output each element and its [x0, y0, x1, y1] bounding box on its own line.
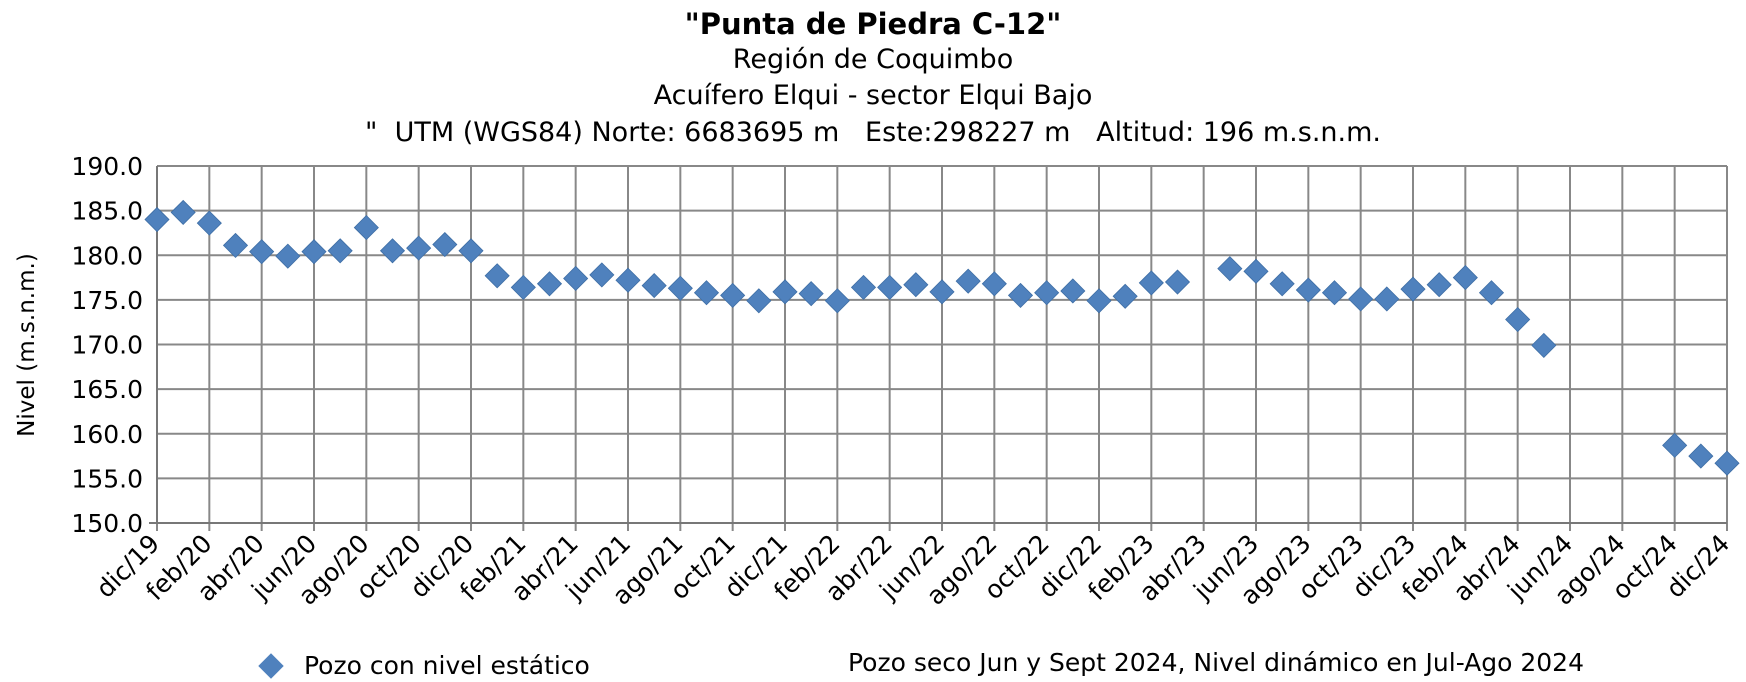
legend-diamond-icon — [258, 652, 284, 679]
data-point — [1243, 258, 1269, 284]
data-point — [275, 243, 301, 269]
data-point — [1060, 278, 1086, 304]
data-point — [1662, 432, 1688, 458]
data-point — [249, 239, 275, 265]
data-point — [1086, 288, 1112, 314]
data-point — [196, 210, 222, 236]
data-point — [693, 280, 720, 306]
data-points — [144, 199, 1740, 476]
data-point — [850, 274, 877, 300]
legend: Pozo con nivel estático — [258, 651, 590, 680]
grid-lines — [149, 165, 1728, 531]
data-point — [1478, 280, 1505, 306]
data-point — [746, 288, 772, 314]
y-tick-label: 170.0 — [71, 331, 143, 360]
data-point — [772, 279, 798, 305]
chart-title: "Punta de Piedra C-12" — [684, 7, 1062, 41]
data-point — [536, 271, 563, 297]
data-point — [1007, 282, 1034, 308]
data-point — [877, 274, 903, 300]
y-tick-label: 190.0 — [71, 152, 143, 181]
data-point — [222, 232, 249, 258]
data-point — [903, 272, 929, 298]
data-point — [1505, 306, 1531, 333]
data-point — [327, 238, 353, 264]
data-point — [379, 238, 406, 264]
y-tick-label: 160.0 — [71, 420, 143, 449]
y-tick-label: 165.0 — [71, 375, 143, 404]
data-point — [589, 262, 615, 288]
data-point — [406, 235, 432, 261]
data-point — [667, 275, 693, 301]
data-point — [1112, 283, 1138, 309]
data-point — [1217, 256, 1243, 282]
chart-annotation: Pozo seco Jun y Sept 2024, Nivel dinámic… — [848, 648, 1584, 677]
data-point — [1164, 269, 1191, 295]
data-point — [929, 279, 955, 305]
data-point — [1348, 286, 1374, 312]
data-point — [720, 282, 746, 308]
x-tick-labels: dic/19feb/20abr/20jun/20ago/20oct/20dic/… — [90, 529, 1735, 611]
data-point — [510, 274, 536, 300]
data-point — [641, 273, 667, 299]
y-tick-label: 175.0 — [71, 286, 143, 315]
data-point — [144, 206, 170, 233]
data-point — [615, 267, 641, 293]
data-point — [432, 231, 458, 258]
data-point — [353, 215, 379, 241]
data-point — [301, 239, 327, 265]
data-point — [1269, 271, 1295, 297]
y-tick-label: 185.0 — [71, 197, 143, 226]
chart-subtitle-region: Región de Coquimbo — [732, 44, 1014, 75]
data-point — [955, 268, 981, 294]
y-tick-label: 155.0 — [71, 464, 143, 493]
legend-series-label: Pozo con nivel estático — [304, 651, 590, 680]
data-point — [1138, 270, 1164, 296]
data-point — [1321, 280, 1348, 306]
data-point — [1714, 450, 1740, 476]
data-point — [824, 288, 850, 314]
data-point — [484, 263, 510, 289]
chart-subtitle-aquifer: Acuífero Elqui - sector Elqui Bajo — [653, 80, 1093, 111]
data-point — [1452, 264, 1478, 291]
chart-titles: "Punta de Piedra C-12" Región de Coquimb… — [0, 6, 1746, 152]
data-point — [1400, 276, 1426, 302]
data-point — [1531, 332, 1557, 358]
y-tick-labels: 190.0 185.0 180.0 175.0 170.0 165.0 160.0 155.0… — [71, 152, 143, 538]
y-tick-label: 180.0 — [71, 241, 143, 270]
chart-subtitle-coordinates: " UTM (WGS84) Norte: 6683695 m Este:2982… — [365, 117, 1381, 148]
y-tick-label: 150.0 — [71, 509, 143, 538]
data-point — [1426, 272, 1452, 298]
y-axis-label: Nivel (m.s.n.m.) — [14, 253, 40, 437]
data-point — [1295, 277, 1321, 303]
data-point — [458, 238, 484, 264]
data-point — [170, 199, 196, 225]
data-point — [1374, 286, 1400, 312]
data-point — [563, 265, 589, 292]
data-point — [1034, 280, 1060, 306]
data-point — [1688, 443, 1714, 469]
data-point — [981, 271, 1007, 297]
data-point — [798, 281, 824, 307]
